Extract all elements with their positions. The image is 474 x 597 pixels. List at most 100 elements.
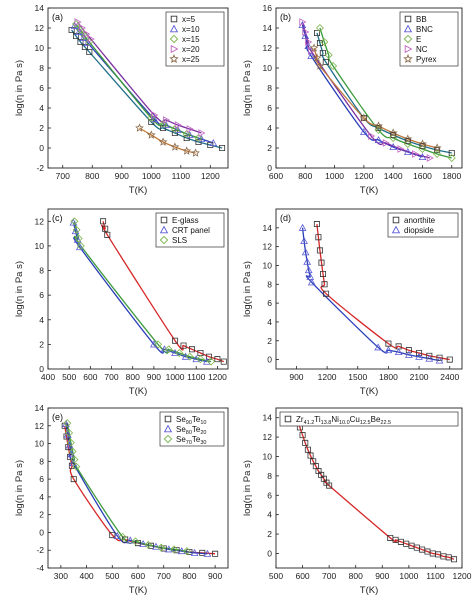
data-point <box>76 26 85 34</box>
y-tick-label: 2 <box>39 123 44 133</box>
data-point <box>308 47 316 55</box>
data-point <box>436 354 443 361</box>
x-tick-label: 500 <box>105 571 119 581</box>
x-axis-label: T(K) <box>360 185 378 196</box>
x-tick-label: 800 <box>349 571 363 581</box>
legend-marker <box>159 225 169 234</box>
legend-marker <box>403 24 413 33</box>
legend-label: BNC <box>416 25 433 34</box>
x-tick-label: 400 <box>79 571 93 581</box>
data-point <box>180 342 187 349</box>
data-point <box>321 281 328 288</box>
data-point <box>315 24 324 32</box>
y-tick-label: -2 <box>36 545 44 555</box>
data-point <box>426 154 434 162</box>
y-tick-label: 4 <box>267 317 272 327</box>
panel-f: 500 600 700 800 900 1000 1100 1200 0 2 4 6 8 10 12 14 T(… <box>242 407 472 596</box>
data-point <box>68 447 77 456</box>
fit-curve-4 <box>139 127 196 154</box>
data-point <box>315 234 322 241</box>
data-point <box>102 225 109 232</box>
data-point <box>329 62 338 70</box>
x-tick-label: 700 <box>322 571 336 581</box>
data-point <box>185 130 194 138</box>
panel-a: 700 800 900 1000 1100 1200 -2 0 2 4 6 8 10 12 14 T(K) lo… <box>14 3 229 196</box>
data-point <box>72 225 81 234</box>
data-point <box>322 59 329 65</box>
legend-marker <box>403 34 413 44</box>
data-point <box>205 353 212 360</box>
y-tick-label: 14 <box>35 403 45 413</box>
y-tick-label: 0 <box>267 163 272 173</box>
data-point <box>318 259 325 266</box>
legend-marker <box>392 216 400 224</box>
legend-label: x=25 <box>182 55 200 64</box>
data-point <box>63 433 70 440</box>
legend-marker <box>284 415 292 423</box>
legend-label: x=10 <box>182 25 200 34</box>
data-point <box>307 278 316 286</box>
x-axis-label: T(K) <box>360 386 378 397</box>
y-tick-label: 12 <box>263 242 273 252</box>
x-tick-label: 2400 <box>440 372 459 382</box>
legend-label: x=5 <box>182 15 196 24</box>
fit-curve-4 <box>313 47 438 149</box>
x-tick-label: 600 <box>131 571 145 581</box>
legend-label: Zr41.2Ti13.8Ni10.0Cu12.5Be22.5 <box>296 415 391 426</box>
data-point <box>312 53 322 62</box>
data-point <box>126 536 135 544</box>
x-tick-label: 700 <box>104 372 118 382</box>
y-tick-label: 8 <box>39 63 44 73</box>
data-point <box>189 346 195 353</box>
x-tick-label: 900 <box>208 571 222 581</box>
data-point <box>418 145 427 153</box>
legend-label: BB <box>416 15 427 24</box>
y-tick-label: 14 <box>263 413 273 423</box>
x-tick-label: 1000 <box>325 171 344 181</box>
fit-curve-0 <box>101 221 225 363</box>
data-point <box>316 40 323 46</box>
y-tick-label: 6 <box>267 298 272 308</box>
legend-marker <box>170 44 179 54</box>
x-tick-label: 400 <box>41 372 55 382</box>
data-point <box>164 345 173 354</box>
legend-label: Se90Te10 <box>176 415 207 426</box>
fit-curve-2 <box>319 27 452 159</box>
data-point <box>394 348 403 356</box>
y-tick-label: 0 <box>39 364 44 374</box>
y-tick-label: 6 <box>39 83 44 93</box>
y-tick-label: 6 <box>39 290 44 300</box>
x-tick-label: 600 <box>269 171 283 181</box>
data-point <box>418 139 427 148</box>
data-point <box>316 247 323 254</box>
data-point <box>300 236 308 244</box>
panel-d: 900 1200 1500 1800 2100 2400 0 2 4 6 8 10 12 14 T(K) lo… <box>242 208 463 397</box>
data-point <box>448 150 455 156</box>
data-point <box>298 223 307 231</box>
data-point <box>85 38 94 46</box>
x-tick-label: 1100 <box>172 171 191 181</box>
legend-marker <box>169 24 179 33</box>
data-point <box>219 145 226 151</box>
x-tick-label: 2100 <box>410 372 429 382</box>
data-point <box>403 134 413 143</box>
x-tick-label: 1200 <box>201 171 220 181</box>
data-point <box>418 152 427 160</box>
data-point <box>118 532 127 541</box>
data-point <box>320 38 329 46</box>
y-tick-label: 10 <box>263 260 273 270</box>
legend-marker <box>164 415 172 423</box>
x-tick-label: 1100 <box>426 571 445 581</box>
data-point <box>67 453 74 460</box>
data-point <box>212 550 219 557</box>
data-point <box>389 142 398 150</box>
data-point <box>432 143 442 152</box>
legend-marker <box>163 434 173 444</box>
x-tick-label: 900 <box>289 372 303 382</box>
data-point <box>197 134 206 142</box>
data-point <box>144 540 153 549</box>
x-tick-label: 900 <box>375 571 389 581</box>
plot-frame <box>275 208 463 370</box>
data-point <box>314 30 321 36</box>
